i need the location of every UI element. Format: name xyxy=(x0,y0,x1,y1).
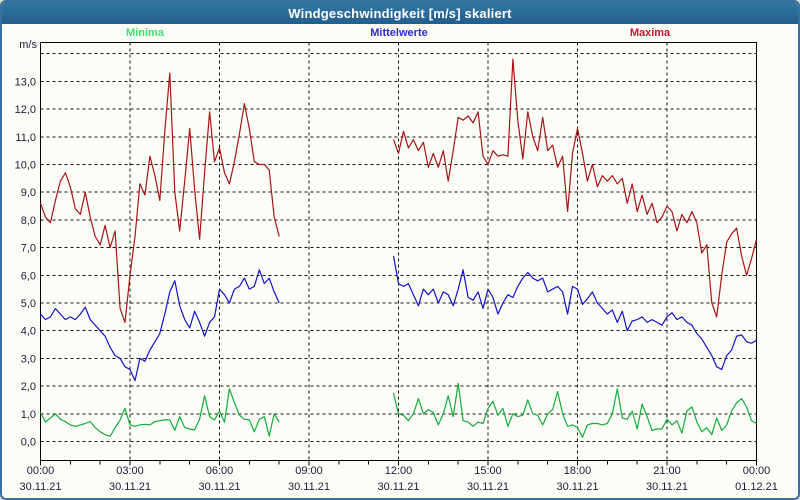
title-bar[interactable]: Windgeschwindigkeit [m/s] skaliert xyxy=(2,2,798,24)
x-tick-date: 30.11.21 xyxy=(19,481,61,493)
x-tick-date: 01.12.21 xyxy=(735,481,778,493)
y-tick-label: 10,0 xyxy=(15,160,36,172)
series-line-mittelwerte xyxy=(40,269,280,382)
legend-mittelwerte: Mittelwerte xyxy=(370,27,428,39)
series-line-maxima xyxy=(392,58,758,318)
y-tick-label: 11,0 xyxy=(15,132,36,144)
x-tick-time: 21:00 xyxy=(653,465,681,477)
y-tick-label: 6,0 xyxy=(21,270,36,282)
y-tick-label: 0,0 xyxy=(21,437,36,449)
y-tick-label: 5,0 xyxy=(21,298,36,310)
y-tick-labels: 0,0 1,0 2,0 3,0 4,0 5,0 6,0 7,0 8,0 9,0 10,0 11,0 12… xyxy=(15,76,36,448)
x-tick-date: 30.11.21 xyxy=(198,481,240,493)
x-tick-date: 30.11.21 xyxy=(556,481,598,493)
y-tick-label: 12,0 xyxy=(15,104,36,116)
legend-maxima: Maxima xyxy=(629,27,671,39)
x-tick-date: 30.11.21 xyxy=(646,481,688,493)
x-tick-time: 06:00 xyxy=(206,465,234,477)
y-tick-label: 8,0 xyxy=(21,215,36,227)
x-tick-time: 18:00 xyxy=(564,465,592,477)
series-line-mittelwerte xyxy=(392,255,757,371)
x-tick-date: 30.11.21 xyxy=(377,481,419,493)
series-line-minima xyxy=(39,388,280,438)
x-tick-date: 30.11.21 xyxy=(288,481,330,493)
gridlines-vertical xyxy=(129,42,668,461)
series-maxima xyxy=(39,58,758,323)
x-tick-labels: 00:00 30.11.21 03:00 30.11.21 06:00 30.11.21 0… xyxy=(19,465,777,493)
x-tick-time: 12:00 xyxy=(385,465,413,477)
y-tick-label: 3,0 xyxy=(21,353,36,365)
y-tick-label: 2,0 xyxy=(21,381,36,393)
x-tick-time: 09:00 xyxy=(295,465,323,477)
y-tick-label: 4,0 xyxy=(21,326,36,338)
series-line-maxima xyxy=(39,72,280,323)
x-tick-time: 15:00 xyxy=(474,465,502,477)
x-axis-ticks xyxy=(40,460,757,466)
x-tick-date: 30.11.21 xyxy=(109,481,151,493)
x-tick-time: 00:00 xyxy=(743,465,771,477)
y-axis-unit-label: m/s xyxy=(19,39,37,51)
x-tick-time: 03:00 xyxy=(116,465,144,477)
x-tick-time: 00:00 xyxy=(27,465,55,477)
series-minima xyxy=(39,382,757,438)
y-tick-label: 1,0 xyxy=(21,409,36,421)
y-tick-label: 9,0 xyxy=(21,187,36,199)
x-tick-date: 30.11.21 xyxy=(467,481,509,493)
series-mittelwerte xyxy=(40,255,757,382)
gridlines-horizontal xyxy=(40,53,757,442)
series-line-minima xyxy=(392,382,757,438)
y-tick-label: 13,0 xyxy=(15,76,36,88)
window-title: Windgeschwindigkeit [m/s] skaliert xyxy=(288,5,512,21)
legend-minima: Minima xyxy=(126,27,164,39)
y-tick-label: 7,0 xyxy=(21,243,36,255)
